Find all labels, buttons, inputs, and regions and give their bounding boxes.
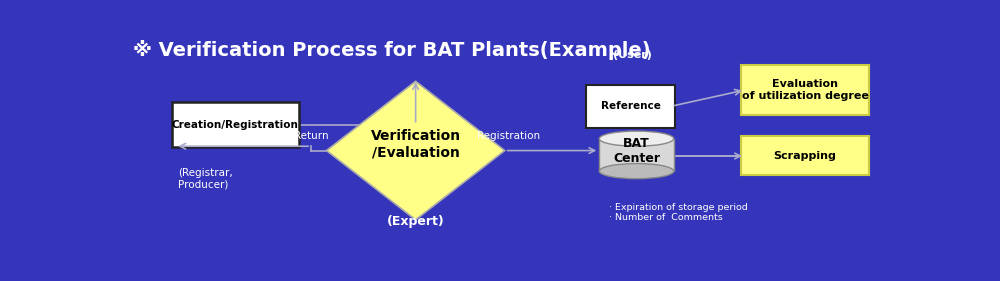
Polygon shape [326, 81, 505, 220]
FancyBboxPatch shape [741, 137, 869, 175]
Polygon shape [599, 139, 674, 171]
Text: Creation/Registration: Creation/Registration [172, 120, 299, 130]
Ellipse shape [599, 131, 674, 146]
Text: ※ Verification Process for BAT Plants(Example): ※ Verification Process for BAT Plants(Ex… [133, 40, 650, 60]
Text: (Expert): (Expert) [387, 216, 444, 228]
Text: (Registrar,
Producer): (Registrar, Producer) [178, 168, 232, 189]
FancyBboxPatch shape [741, 65, 869, 115]
Text: Verification
/Evaluation: Verification /Evaluation [371, 129, 461, 159]
Text: (User): (User) [613, 50, 652, 60]
Text: Registration: Registration [477, 132, 540, 142]
FancyBboxPatch shape [172, 102, 299, 147]
FancyBboxPatch shape [586, 85, 675, 128]
Text: Return: Return [294, 132, 328, 142]
Text: · Expiration of storage period
· Number of  Comments: · Expiration of storage period · Number … [609, 203, 748, 222]
Text: Evaluation
of utilization degree: Evaluation of utilization degree [742, 79, 868, 101]
Text: Scrapping: Scrapping [774, 151, 836, 161]
Ellipse shape [599, 164, 674, 179]
Text: Reference: Reference [601, 101, 661, 111]
Text: BAT
Center: BAT Center [613, 137, 660, 165]
